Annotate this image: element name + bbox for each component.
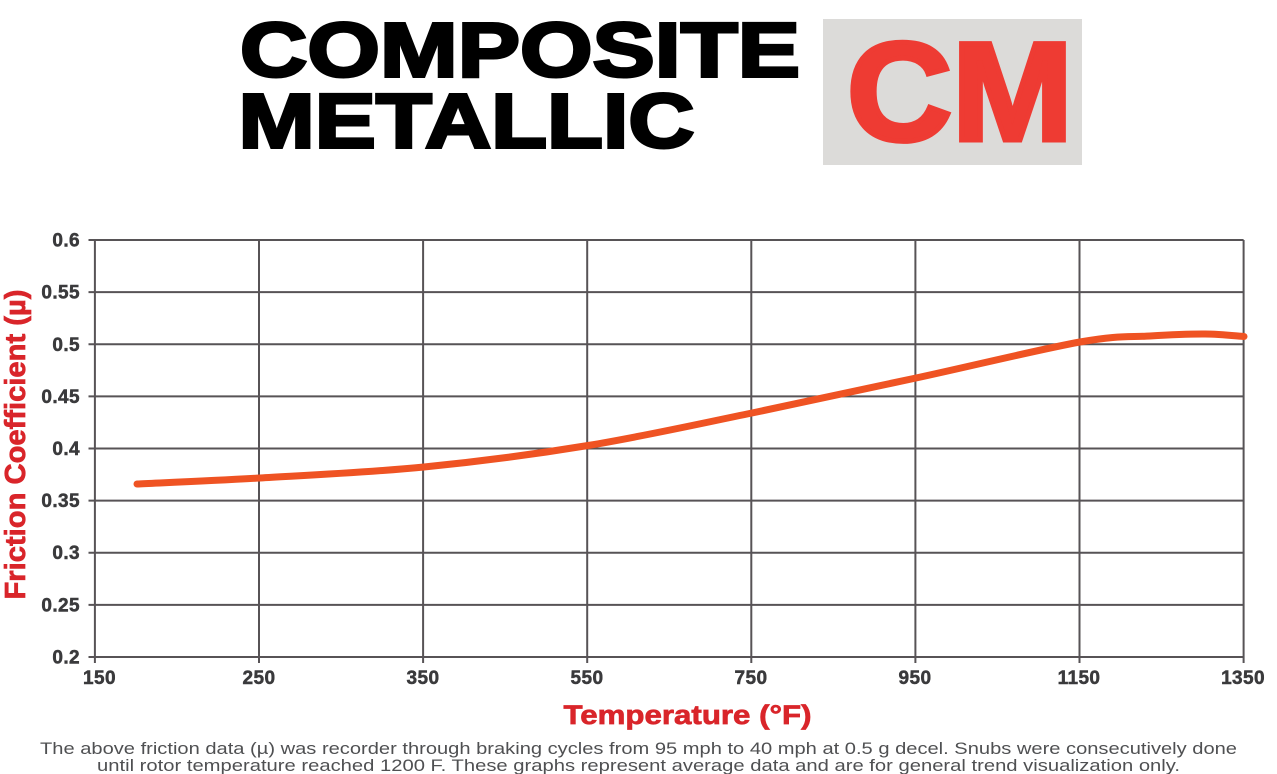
- svg-text:Temperature (°F): Temperature (°F): [564, 700, 812, 730]
- svg-text:0.25: 0.25: [41, 595, 80, 616]
- svg-text:150: 150: [83, 668, 116, 689]
- svg-text:0.35: 0.35: [41, 491, 80, 512]
- svg-text:CM: CM: [847, 13, 1073, 170]
- svg-text:0.3: 0.3: [52, 543, 80, 564]
- svg-text:250: 250: [243, 668, 276, 689]
- svg-text:Friction Coefficient (µ): Friction Coefficient (µ): [0, 290, 32, 600]
- svg-text:350: 350: [407, 668, 440, 689]
- svg-text:1150: 1150: [1058, 668, 1101, 689]
- svg-text:0.6: 0.6: [52, 231, 80, 252]
- svg-text:The above friction data (µ) wa: The above friction data (µ) was recorder…: [40, 739, 1237, 758]
- svg-text:950: 950: [899, 668, 932, 689]
- svg-text:550: 550: [571, 668, 604, 689]
- svg-text:until rotor temperature reache: until rotor temperature reached 1200 F. …: [97, 756, 1180, 774]
- svg-text:1350: 1350: [1221, 668, 1265, 689]
- svg-text:METALLIC: METALLIC: [239, 79, 695, 165]
- svg-text:0.45: 0.45: [41, 387, 80, 408]
- svg-text:750: 750: [735, 668, 768, 689]
- svg-text:COMPOSITE: COMPOSITE: [240, 8, 800, 94]
- svg-text:0.5: 0.5: [52, 335, 80, 356]
- svg-text:0.55: 0.55: [41, 283, 80, 304]
- svg-text:0.4: 0.4: [52, 439, 80, 460]
- svg-text:0.2: 0.2: [52, 648, 80, 669]
